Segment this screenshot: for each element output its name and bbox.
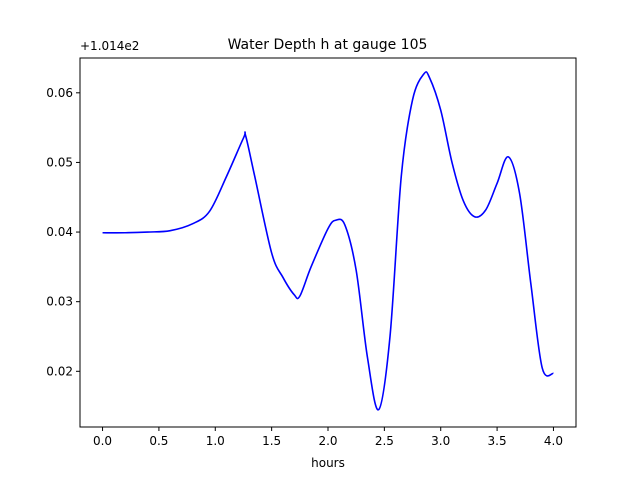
plot-area-frame <box>79 57 577 428</box>
y-tick-label: 0.03 <box>46 295 73 309</box>
y-tick-label: 0.05 <box>46 155 73 169</box>
x-tick-label: 1.0 <box>206 434 225 448</box>
x-tick-label: 0.0 <box>93 434 112 448</box>
x-tick-label: 3.0 <box>431 434 450 448</box>
x-tick-label: 2.0 <box>318 434 337 448</box>
y-axis-ticks: 0.02 0.03 0.04 0.05 0.06 <box>46 86 80 378</box>
x-tick-label: 3.5 <box>488 434 507 448</box>
water-depth-line <box>102 71 554 411</box>
series-layer <box>102 71 554 411</box>
y-tick-label: 0.04 <box>46 225 73 239</box>
x-tick-label: 2.5 <box>375 434 394 448</box>
y-tick-label: 0.02 <box>46 364 73 378</box>
chart-title: Water Depth h at gauge 105 <box>228 37 428 53</box>
x-axis-label: hours <box>311 456 345 470</box>
y-tick-label: 0.06 <box>46 86 73 100</box>
x-tick-label: 4.0 <box>544 434 563 448</box>
x-tick-label: 1.5 <box>262 434 281 448</box>
y-offset-label: +1.014e2 <box>80 39 139 53</box>
x-tick-label: 0.5 <box>149 434 168 448</box>
x-axis-ticks: 0.0 0.5 1.0 1.5 2.0 2.5 3.0 3.5 4.0 <box>93 427 563 448</box>
